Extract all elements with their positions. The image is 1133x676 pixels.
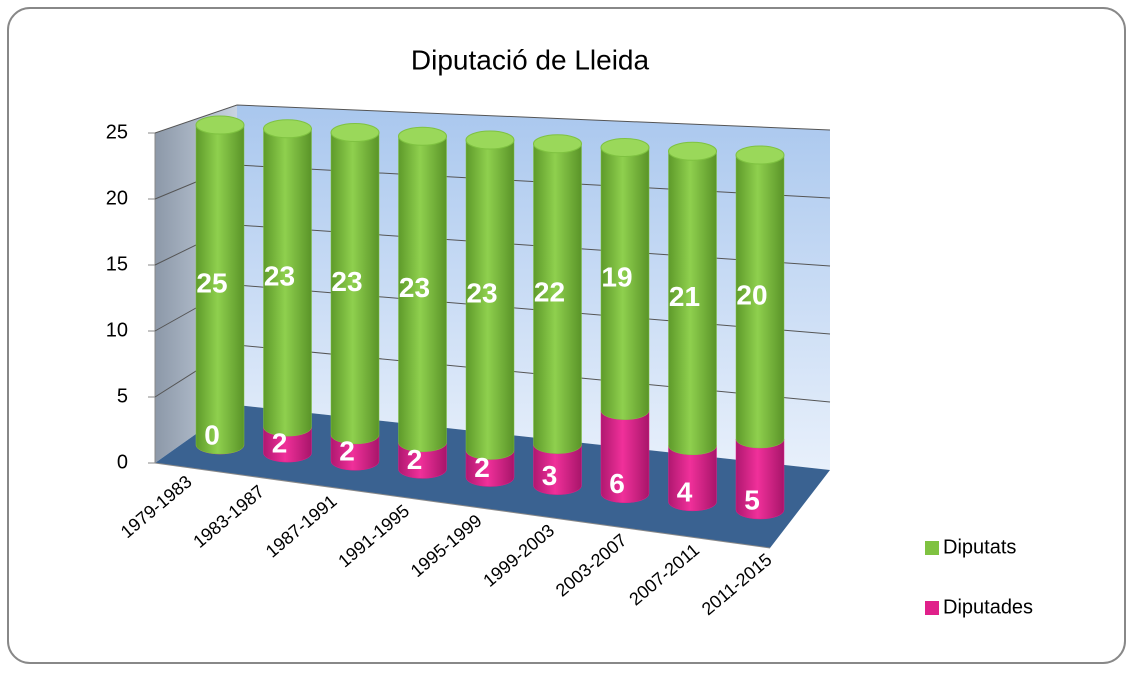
data-label: 2 bbox=[407, 444, 423, 475]
data-label: 19 bbox=[601, 261, 632, 292]
y-tick-label: 15 bbox=[106, 253, 128, 275]
data-label: 23 bbox=[466, 278, 497, 309]
data-label: 2 bbox=[474, 452, 490, 483]
grid-line bbox=[154, 104, 831, 134]
data-label: 23 bbox=[331, 266, 362, 297]
data-label: 2 bbox=[272, 428, 288, 459]
data-label: 0 bbox=[204, 419, 220, 450]
y-tick-label: 25 bbox=[106, 121, 128, 143]
y-tick-label: 5 bbox=[117, 385, 128, 407]
cylinder-top bbox=[735, 145, 785, 165]
diputades-segment bbox=[600, 410, 650, 503]
legend-swatch bbox=[925, 541, 939, 555]
y-tick-label: 20 bbox=[106, 187, 128, 209]
data-label: 23 bbox=[399, 272, 430, 303]
data-label: 22 bbox=[534, 277, 565, 308]
data-label: 23 bbox=[264, 260, 295, 291]
cylinder-top bbox=[533, 134, 582, 154]
data-label: 20 bbox=[736, 279, 767, 310]
data-label: 3 bbox=[542, 460, 558, 491]
data-label: 21 bbox=[669, 281, 700, 312]
cylinder-top bbox=[600, 138, 650, 157]
legend-swatch bbox=[925, 601, 939, 615]
data-label: 4 bbox=[677, 476, 693, 507]
y-tick-label: 10 bbox=[106, 319, 128, 341]
data-label: 2 bbox=[339, 436, 355, 467]
cylinder-top bbox=[668, 141, 717, 161]
data-label: 25 bbox=[196, 267, 227, 298]
data-label: 5 bbox=[744, 484, 760, 515]
diputades-segment bbox=[668, 445, 717, 512]
data-label: 6 bbox=[609, 468, 625, 499]
legend-label: Diputades bbox=[943, 596, 1033, 618]
x-axis bbox=[154, 462, 771, 549]
y-tick-label: 0 bbox=[117, 451, 128, 473]
cylinder-top bbox=[263, 119, 312, 139]
cylinder-top bbox=[398, 126, 447, 146]
cylinder-top bbox=[195, 115, 245, 135]
chart-title: Diputació de Lleida bbox=[411, 44, 650, 75]
cylinder-top bbox=[330, 123, 380, 142]
cylinder-top bbox=[465, 130, 515, 150]
legend-label: Diputats bbox=[943, 536, 1016, 558]
diputades-segment bbox=[735, 438, 785, 520]
